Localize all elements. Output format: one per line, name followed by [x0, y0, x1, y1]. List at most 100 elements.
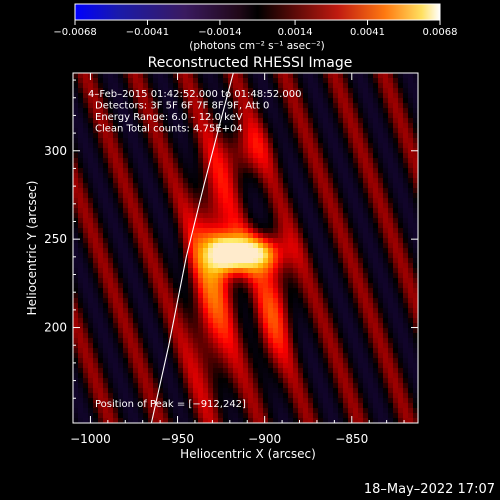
heatmap-cell: [258, 368, 264, 374]
heatmap-cell: [88, 233, 94, 239]
heatmap-cell: [88, 283, 94, 289]
heatmap-cell: [353, 213, 359, 219]
heatmap-cell: [218, 263, 224, 269]
heatmap-cell: [78, 368, 84, 374]
heatmap-cell: [298, 173, 304, 179]
heatmap-cell: [343, 283, 349, 289]
heatmap-cell: [328, 303, 334, 309]
heatmap-cell: [333, 113, 339, 119]
heatmap-cell: [103, 308, 109, 314]
heatmap-cell: [88, 383, 94, 389]
heatmap-cell: [238, 268, 244, 274]
heatmap-cell: [358, 343, 364, 349]
heatmap-cell: [238, 303, 244, 309]
heatmap-cell: [143, 298, 149, 304]
heatmap-cell: [83, 318, 89, 324]
heatmap-cell: [218, 243, 224, 249]
heatmap-cell: [128, 138, 134, 144]
heatmap-cell: [173, 113, 179, 119]
heatmap-cell: [398, 403, 404, 409]
heatmap-cell: [368, 193, 374, 199]
heatmap-cell: [78, 373, 84, 379]
heatmap-cell: [138, 393, 144, 399]
heatmap-cell: [103, 208, 109, 214]
heatmap-cell: [323, 368, 329, 374]
heatmap-cell: [88, 188, 94, 194]
heatmap-cell: [133, 338, 139, 344]
heatmap-cell: [78, 323, 84, 329]
heatmap-cell: [283, 333, 289, 339]
heatmap-cell: [233, 208, 239, 214]
heatmap-cell: [178, 193, 184, 199]
heatmap-cell: [83, 153, 89, 159]
heatmap-cell: [373, 323, 379, 329]
heatmap-cell: [198, 268, 204, 274]
heatmap-cell: [148, 93, 154, 99]
heatmap-cell: [288, 98, 294, 104]
heatmap-cell: [378, 118, 384, 124]
heatmap-cell: [323, 108, 329, 114]
heatmap-cell: [273, 108, 279, 114]
heatmap-cell: [273, 353, 279, 359]
heatmap-cell: [288, 143, 294, 149]
heatmap-cell: [293, 378, 299, 384]
heatmap-cell: [308, 283, 314, 289]
heatmap-cell: [303, 328, 309, 334]
heatmap-cell: [323, 313, 329, 319]
heatmap-cell: [313, 218, 319, 224]
heatmap-cell: [248, 203, 254, 209]
heatmap-cell: [238, 183, 244, 189]
heatmap-cell: [213, 93, 219, 99]
heatmap-cell: [263, 188, 269, 194]
heatmap-cell: [118, 113, 124, 119]
heatmap-cell: [78, 333, 84, 339]
heatmap-cell: [103, 183, 109, 189]
heatmap-cell: [338, 208, 344, 214]
heatmap-cell: [368, 83, 374, 89]
heatmap-cell: [283, 78, 289, 84]
heatmap-cell: [408, 368, 414, 374]
heatmap-cell: [398, 78, 404, 84]
heatmap-cell: [408, 238, 414, 244]
heatmap-cell: [123, 358, 129, 364]
heatmap-cell: [283, 348, 289, 354]
heatmap-cell: [88, 348, 94, 354]
heatmap-cell: [103, 153, 109, 159]
heatmap-cell: [93, 213, 99, 219]
heatmap-cell: [278, 143, 284, 149]
heatmap-cell: [73, 133, 79, 139]
heatmap-cell: [113, 98, 119, 104]
heatmap-cell: [238, 323, 244, 329]
heatmap-cell: [133, 318, 139, 324]
heatmap-cell: [378, 413, 384, 419]
heatmap-cell: [333, 218, 339, 224]
heatmap-cell: [213, 233, 219, 239]
heatmap-cell: [358, 163, 364, 169]
heatmap-cell: [403, 278, 409, 284]
heatmap-cell: [173, 408, 179, 414]
heatmap-cell: [318, 113, 324, 119]
heatmap-cell: [228, 328, 234, 334]
heatmap-cell: [343, 378, 349, 384]
heatmap-cell: [213, 158, 219, 164]
heatmap-cell: [328, 358, 334, 364]
heatmap-cell: [248, 408, 254, 414]
heatmap-cell: [303, 88, 309, 94]
heatmap-cell: [368, 398, 374, 404]
heatmap-cell: [288, 373, 294, 379]
heatmap-cell: [333, 358, 339, 364]
heatmap-cell: [388, 148, 394, 154]
colorbar-ticks: −0.0068 −0.0041 −0.0014 0.0014 0.0041 0.0068: [53, 20, 458, 38]
heatmap-cell: [168, 218, 174, 224]
heatmap-cell: [158, 153, 164, 159]
heatmap-cell: [218, 288, 224, 294]
heatmap-cell: [163, 268, 169, 274]
heatmap-cell: [93, 318, 99, 324]
heatmap-cell: [308, 303, 314, 309]
heatmap-cell: [73, 143, 79, 149]
heatmap-cell: [223, 88, 229, 94]
heatmap-cell: [108, 393, 114, 399]
heatmap-cell: [188, 363, 194, 369]
heatmap-cell: [108, 378, 114, 384]
heatmap-cell: [148, 373, 154, 379]
